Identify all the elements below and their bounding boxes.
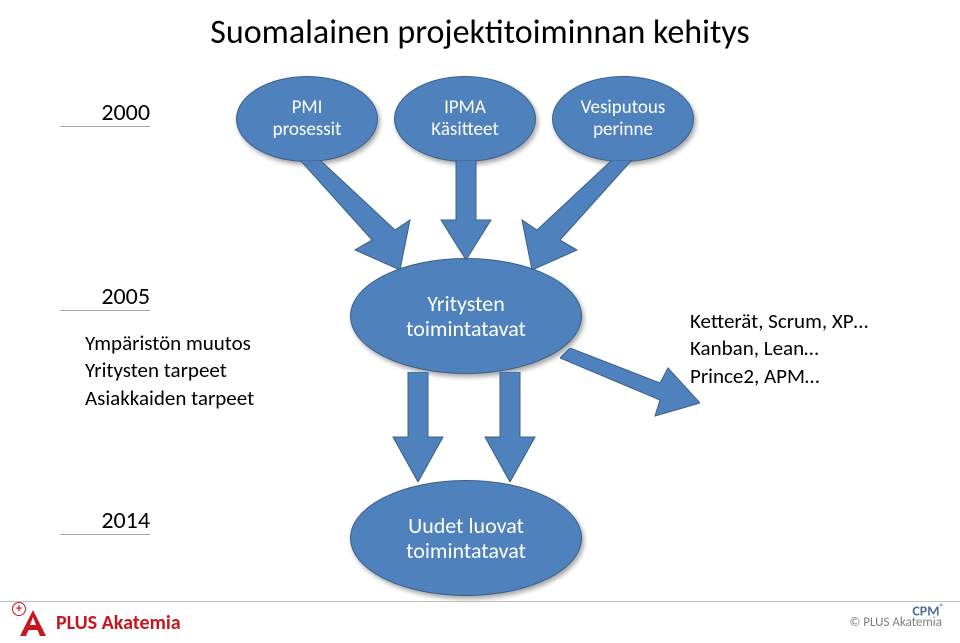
year-2005-underline — [60, 310, 150, 311]
cpm-text: CPM — [912, 603, 939, 620]
node-uudet-line1: Uudet luovat — [408, 512, 524, 539]
node-ipma-label: IPMA Käsitteet — [431, 97, 498, 141]
brand-logo: + PLUS Akatemia — [18, 608, 181, 638]
node-uudet-line2: toimintatavat — [406, 537, 526, 564]
node-pmi-line2: prosessit — [273, 118, 342, 141]
left-context-line2: Yritysten tarpeet — [85, 357, 315, 384]
year-2005: 2005 — [60, 282, 150, 311]
node-yritysten-label: Yritysten toimintatavat — [406, 291, 526, 342]
node-uudet-label: Uudet luovat toimintatavat — [406, 513, 526, 564]
arrow-pmi-yrit — [290, 160, 420, 270]
node-vesi-label: Vesiputous perinne — [581, 97, 666, 141]
year-2000: 2000 — [60, 98, 150, 127]
right-methods-block: Ketterät, Scrum, XP… Kanban, Lean… Princ… — [690, 308, 920, 390]
node-yritysten: Yritysten toimintatavat — [350, 258, 582, 374]
node-yritysten-line2: toimintatavat — [406, 315, 526, 342]
arrow-yrit-uudet-mid — [480, 372, 540, 482]
left-context-block: Ympäristön muutos Yritysten tarpeet Asia… — [85, 330, 315, 412]
node-pmi-line1: PMI — [292, 96, 323, 119]
year-2014: 2014 — [60, 506, 150, 535]
right-methods-line1: Ketterät, Scrum, XP… — [690, 308, 920, 335]
node-ipma: IPMA Käsitteet — [394, 76, 536, 162]
arrow-vesi-yrit — [512, 160, 642, 270]
cpm-registered-icon: ® — [939, 602, 944, 613]
brand-logo-mark: + — [18, 608, 48, 638]
brand-name: PLUS Akatemia — [56, 611, 181, 635]
node-vesi: Vesiputous perinne — [552, 76, 694, 162]
arrow-yrit-uudet-left — [388, 372, 448, 482]
node-pmi: PMI prosessit — [236, 76, 378, 162]
node-vesi-line2: perinne — [593, 118, 653, 141]
node-vesi-line1: Vesiputous — [581, 96, 666, 119]
node-yritysten-line1: Yritysten — [427, 290, 505, 317]
left-context-line3: Asiakkaiden tarpeet — [85, 385, 315, 412]
left-context-line1: Ympäristön muutos — [85, 330, 315, 357]
arrow-yrit-right — [560, 348, 700, 418]
node-uudet: Uudet luovat toimintatavat — [350, 480, 582, 596]
footer: + PLUS Akatemia CPM® © PLUS Akatemia — [0, 601, 960, 643]
node-ipma-line2: Käsitteet — [431, 118, 498, 141]
right-methods-line3: Prince2, APM… — [690, 363, 920, 390]
arrow-ipma-yrit — [436, 160, 496, 260]
page-title: Suomalainen projektitoiminnan kehitys — [0, 12, 960, 53]
brand-logo-plus-icon: + — [12, 602, 26, 616]
node-pmi-label: PMI prosessit — [273, 97, 342, 141]
right-methods-line2: Kanban, Lean… — [690, 335, 920, 362]
node-ipma-line1: IPMA — [444, 96, 486, 119]
cpm-badge: CPM® — [912, 602, 944, 620]
year-2014-underline — [60, 534, 150, 535]
year-2000-underline — [60, 126, 150, 127]
footer-right: CPM® © PLUS Akatemia — [849, 615, 942, 630]
page: Suomalainen projektitoiminnan kehitys 20… — [0, 0, 960, 643]
